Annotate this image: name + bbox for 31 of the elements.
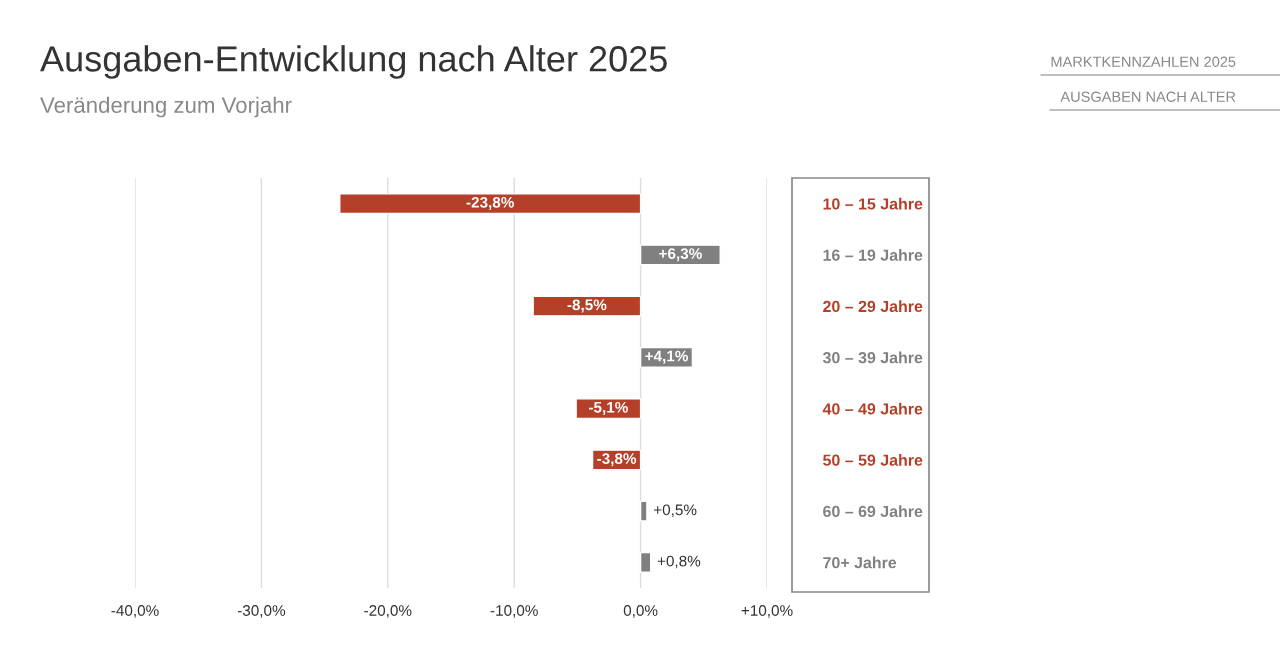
text: AUSGABEN NACH ALTER [1060,91,1236,102]
chart-subtitle: Veränderung zum Vorjahr [40,96,292,118]
bar [532,295,642,317]
y-tick-label: 20 – 29 Jahre [823,300,923,313]
data-label: +6,3% [659,248,702,262]
data-label: -3,8% [597,453,637,467]
data-label: +0,8% [657,555,701,569]
x-tick-label: -20,0% [364,605,412,618]
x-tick-label: -40,0% [111,605,159,618]
x-tick-label: -10,0% [490,605,538,618]
data-label: +4,1% [645,350,688,364]
y-tick-label: 60 – 69 Jahre [823,505,923,518]
y-tick-label: 70+ Jahre [823,556,897,569]
x-tick-label: 0,0% [623,605,658,618]
data-label: +0,5% [653,504,697,518]
data-label: -23,8% [466,196,514,210]
data-label: -5,1% [589,401,628,415]
y-tick-label: 16 – 19 Jahre [823,249,923,261]
bar [639,551,652,573]
x-tick-label: +10,0% [741,605,793,618]
y-tick-label: 10 – 15 Jahre [823,197,923,210]
y-tick-label: 30 – 39 Jahre [822,351,923,364]
x-tick-label: -30,0% [237,605,286,618]
bar [639,500,648,522]
y-tick-label: 50 – 59 Jahre [823,454,923,466]
y-tick-label: 40 – 49 Jahre [822,402,923,415]
bar [339,193,642,215]
text: MARKTKENNZAHLEN 2025 [1051,56,1236,67]
chart-title: Ausgaben-Entwicklung nach Alter 2025 [40,45,667,79]
bar [639,244,721,266]
data-label: -8,5% [567,299,607,313]
